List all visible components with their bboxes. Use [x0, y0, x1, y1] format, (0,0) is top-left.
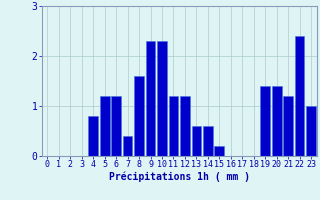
Bar [123, 136, 132, 156]
Bar [88, 116, 98, 156]
Bar [180, 96, 190, 156]
X-axis label: Précipitations 1h ( mm ): Précipitations 1h ( mm ) [109, 172, 250, 182]
Bar [134, 76, 144, 156]
Bar [214, 146, 224, 156]
Bar [111, 96, 121, 156]
Bar [272, 86, 282, 156]
Bar [295, 36, 304, 156]
Bar [306, 106, 316, 156]
Bar [157, 41, 167, 156]
Bar [146, 41, 156, 156]
Bar [203, 126, 213, 156]
Bar [169, 96, 178, 156]
Bar [260, 86, 270, 156]
Bar [100, 96, 109, 156]
Bar [283, 96, 293, 156]
Bar [192, 126, 201, 156]
